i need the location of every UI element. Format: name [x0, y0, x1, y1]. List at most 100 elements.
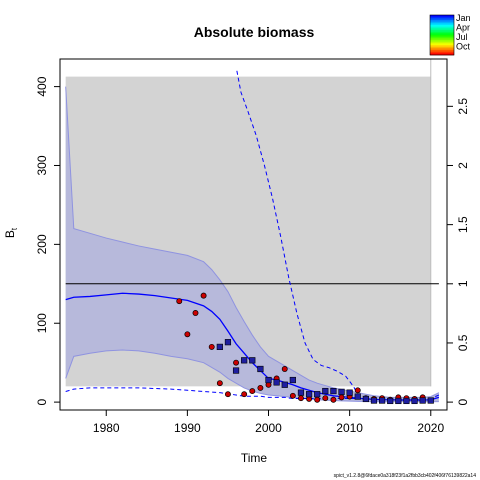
index2-point [322, 387, 329, 395]
legend-color-step [430, 28, 454, 31]
y-right-tick-label: 2.5 [456, 98, 470, 115]
legend-label: Jan [456, 13, 471, 23]
credible-band [65, 86, 439, 402]
band-upper-line [65, 86, 440, 398]
legend-color-step [430, 20, 454, 22]
y-tick-label: 100 [35, 313, 49, 333]
index1-point [314, 396, 321, 403]
y-right-tick-label: 1 [456, 280, 470, 287]
chart-title: Absolute biomass [194, 24, 315, 40]
y-tick-label: 200 [35, 234, 49, 254]
right-axis-label: . [473, 234, 480, 237]
index1-point [330, 396, 337, 403]
index1-point [322, 395, 329, 402]
legend-color-step [430, 33, 454, 36]
index2-point [257, 365, 264, 373]
index1-point [208, 343, 215, 350]
index2-point [330, 387, 337, 395]
index2-point [241, 357, 248, 364]
legend-color-step [430, 41, 454, 44]
legend-color-step [430, 50, 454, 52]
legend-color-step [430, 18, 454, 21]
index1-point [289, 392, 296, 399]
plot-area [65, 59, 440, 405]
y-right-tick-label: 1.5 [456, 216, 470, 233]
index2-point [378, 397, 386, 404]
legend-label: Apr [456, 23, 470, 33]
index2-point [216, 343, 223, 351]
index2-point [289, 376, 296, 384]
legend-color-step [430, 51, 454, 54]
index1-point [224, 391, 231, 398]
footer-text: spict_v1.2.8@6fdace0a318f23f1a2fbb3cb402… [334, 473, 477, 479]
x-tick-label: 1980 [93, 421, 120, 435]
index1-point [200, 292, 207, 299]
index1-point [216, 380, 223, 387]
plot-content [65, 59, 440, 405]
index2-point [314, 391, 321, 398]
index1-point [192, 310, 199, 316]
ffmsy-upper-dashed [236, 70, 359, 396]
x-tick-label: 2000 [255, 421, 282, 435]
index2-point [346, 389, 353, 396]
index2-point [232, 367, 240, 374]
y-axis-label-main: B [3, 230, 17, 238]
legend-color-step [430, 38, 454, 41]
legend-color-step [430, 53, 454, 56]
y-right-tick-label: 0.5 [456, 334, 470, 351]
legend-color-step [430, 25, 454, 27]
x-tick-label: 2020 [417, 421, 444, 435]
index1-point [354, 387, 361, 394]
legend-color-step [430, 35, 454, 37]
legend-color-step [430, 36, 454, 39]
index1-point [233, 359, 240, 366]
index1-point [298, 395, 304, 402]
legend-label: Oct [456, 42, 471, 52]
legend-color-step [430, 46, 454, 49]
y-right-tick-label: 2 [456, 162, 470, 169]
index1-point [249, 388, 256, 395]
index1-point [184, 331, 191, 338]
index2-point [265, 376, 272, 384]
legend-color-step [430, 48, 454, 51]
index2-point [370, 397, 378, 404]
x-tick-label: 1990 [174, 421, 201, 435]
legend-color-step [430, 30, 454, 32]
legend-color-step [430, 45, 454, 47]
legend-label: Jul [456, 32, 468, 42]
legend-color-step [430, 16, 454, 19]
legend-color-step [430, 23, 454, 26]
index2-point [362, 395, 369, 403]
legend-color-step [430, 43, 454, 46]
index2-point [395, 397, 402, 405]
index1-point [176, 298, 183, 305]
index2-point [297, 389, 305, 396]
legend-color-step [430, 26, 454, 29]
index1-point [281, 366, 288, 372]
x-tick-label: 2010 [336, 421, 363, 435]
y-axis-label-sub: t [10, 227, 19, 230]
index2-point [411, 397, 418, 405]
index1-point [241, 391, 248, 398]
legend-frame [429, 14, 455, 56]
index2-point [224, 339, 232, 346]
y-tick-label: 400 [35, 76, 49, 96]
index2-point [281, 381, 288, 388]
index2-point [354, 393, 361, 400]
index2-point [249, 357, 256, 364]
plot-frame [59, 58, 448, 411]
index2-point [387, 397, 394, 405]
index2-point [338, 388, 345, 395]
legend-color-step [430, 21, 454, 24]
legend-color-step [430, 40, 454, 42]
y-axis-label: Bt [3, 227, 19, 238]
legend-color-step [430, 31, 454, 34]
y-tick-label: 300 [35, 155, 49, 175]
index1-point [338, 394, 345, 401]
x-axis-label: Time [241, 451, 268, 465]
index2-point [273, 379, 280, 386]
y-tick-label: 0 [35, 398, 49, 405]
index2-point [305, 391, 313, 398]
